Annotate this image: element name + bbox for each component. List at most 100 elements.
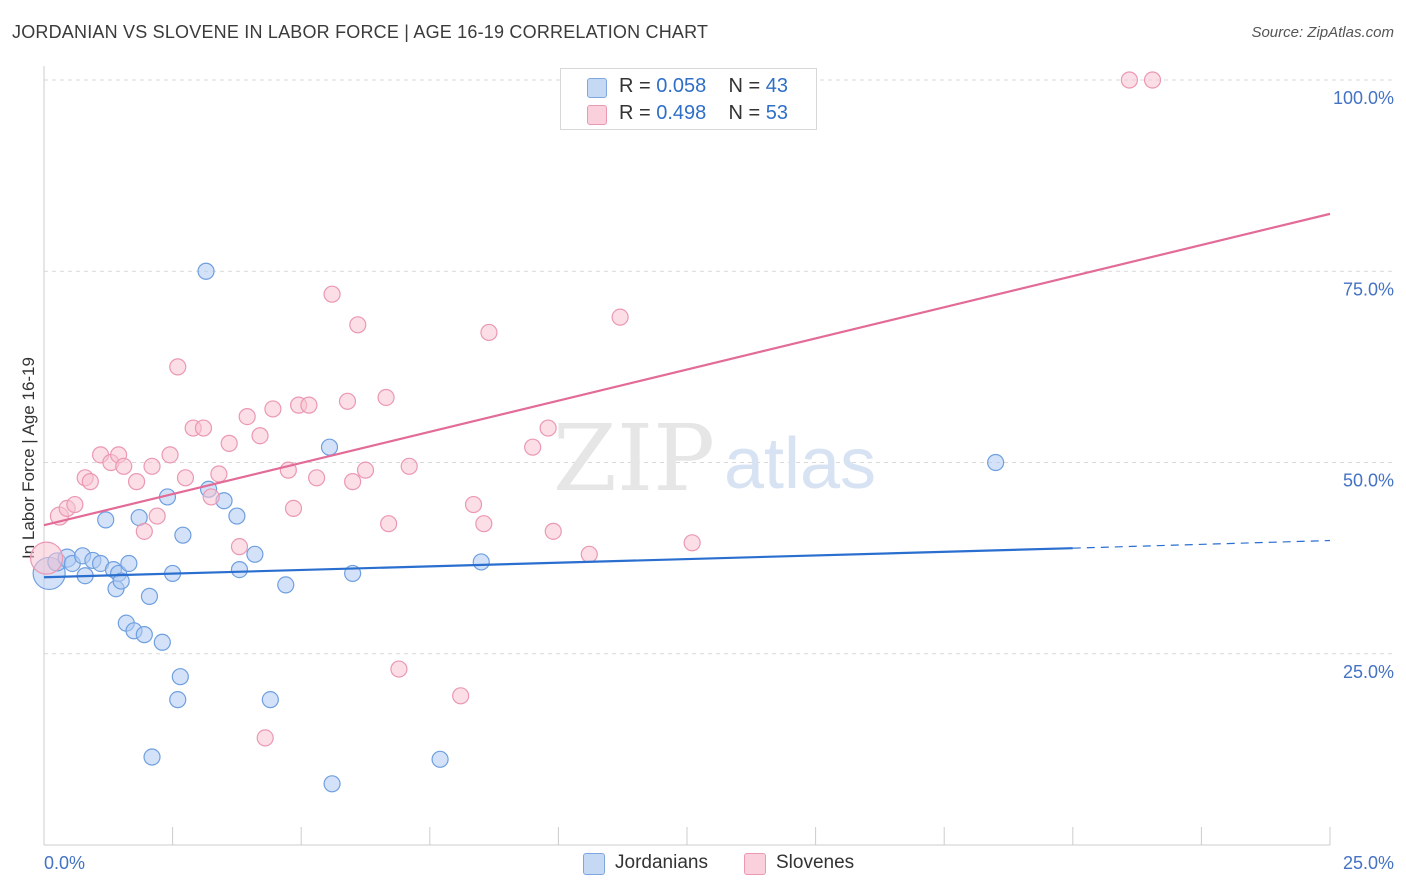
legend-n-label: N = <box>728 102 766 124</box>
slovene-point-20 <box>210 465 228 483</box>
y-tick-label-50: 50.0% <box>1343 471 1394 491</box>
jordanian-point-12 <box>112 572 130 590</box>
jordanian-point-25 <box>174 526 192 544</box>
jordanian-point-20 <box>153 633 171 651</box>
jordanian-point-8 <box>97 511 115 529</box>
slovene-point-5 <box>81 473 99 491</box>
slovene-point-26 <box>264 400 282 418</box>
slovene-point-32 <box>323 285 341 303</box>
source-credit: Source: ZipAtlas.com <box>1251 24 1394 41</box>
slovene-point-9 <box>115 457 133 475</box>
slovene-point-33 <box>338 392 357 410</box>
x-tick-labels: 0.0% 25.0% <box>44 853 1394 873</box>
bottom-legend-swatch-blue <box>583 853 605 875</box>
y-tick-label-25: 25.0% <box>1343 662 1394 682</box>
watermark: ZIP atlas <box>553 405 876 512</box>
legend-r-label: R = <box>619 102 657 124</box>
axes <box>43 66 1331 846</box>
slovene-point-11 <box>135 522 153 540</box>
slovene-point-44 <box>480 323 498 342</box>
slovene-point-36 <box>356 461 375 479</box>
watermark-atlas: atlas <box>724 424 876 504</box>
slovene-point-24 <box>251 427 269 445</box>
legend-swatch-blue <box>587 78 607 98</box>
slovene-point-38 <box>377 388 395 407</box>
jordanian-point-23 <box>169 691 187 709</box>
bottom-legend-swatch-pink <box>744 853 766 875</box>
jordanian-point-14 <box>120 554 138 573</box>
legend-swatch-pink <box>587 105 607 125</box>
slovene-trendline <box>43 212 1331 527</box>
slovene-point-0 <box>29 541 64 575</box>
legend-r-value: 0.058 <box>656 75 707 97</box>
jordanian-point-30 <box>230 560 249 579</box>
slovene-point-49 <box>611 308 629 326</box>
jordanian-point-17 <box>135 626 153 644</box>
x-tick-label-max: 25.0% <box>1343 853 1394 873</box>
slovene-point-21 <box>220 434 238 452</box>
jordanian-point-34 <box>320 438 339 456</box>
slovene-point-15 <box>169 358 187 376</box>
slovene-point-42 <box>464 495 483 514</box>
slovene-point-39 <box>390 660 408 678</box>
legend-n-label: N = <box>728 75 766 97</box>
slovene-point-25 <box>256 729 274 747</box>
slovene-point-10 <box>127 473 146 491</box>
slovene-point-14 <box>161 446 179 464</box>
jordanian-point-33 <box>277 576 295 594</box>
slovene-point-34 <box>344 473 362 491</box>
slovene-point-28 <box>284 499 303 517</box>
bottom-legend-label-blue: Jordanians <box>615 852 708 873</box>
jordanian-point-31 <box>246 545 264 563</box>
slovene-point-37 <box>380 515 398 533</box>
slovene-point-45 <box>524 438 542 456</box>
slovene-point-13 <box>148 507 166 525</box>
slovene-point-48 <box>580 545 598 563</box>
legend-r-label: R = <box>619 75 657 97</box>
legend-r-value: 0.498 <box>656 102 707 124</box>
y-tick-labels: 25.0% 50.0% 75.0% 100.0% <box>1333 88 1394 682</box>
jordanian-point-18 <box>140 587 159 605</box>
jordanian-point-35 <box>323 775 341 793</box>
slovene-point-16 <box>176 469 195 487</box>
slovene-point-43 <box>475 515 493 533</box>
legend-n-value: 43 <box>765 75 789 97</box>
slovene-point-22 <box>230 538 249 556</box>
slovene-point-31 <box>308 469 326 487</box>
slovene-point-3 <box>66 495 84 514</box>
legend-n-value: 53 <box>765 102 789 124</box>
slovene-point-19 <box>202 488 220 506</box>
bottom-legend-label-pink: Slovenes <box>776 852 855 873</box>
slovene-point-50 <box>683 534 701 552</box>
legend-text: R = 0.058 N = 43 <box>619 75 788 98</box>
slovene-point-46 <box>539 419 557 437</box>
jordanian-point-19 <box>143 748 161 766</box>
y-tick-label-75: 75.0% <box>1343 279 1394 299</box>
slovene-point-18 <box>194 419 213 437</box>
jordanian-trendline-extension <box>1072 539 1331 549</box>
slovene-point-23 <box>238 408 256 426</box>
jordanian-point-24 <box>171 668 189 686</box>
slovene-point-51 <box>1120 71 1138 89</box>
watermark-zip: ZIP <box>553 405 715 512</box>
y-tick-label-100: 100.0% <box>1333 88 1394 108</box>
slovene-point-30 <box>300 396 318 414</box>
slovene-point-47 <box>544 522 562 540</box>
jordanian-trendline <box>43 547 1073 579</box>
slovene-point-41 <box>452 687 470 705</box>
jordanian-point-32 <box>261 691 279 709</box>
jordanian-point-39 <box>987 453 1005 472</box>
trendlines <box>43 212 1331 579</box>
chart-title: JORDANIAN VS SLOVENE IN LABOR FORCE | AG… <box>12 22 709 42</box>
slovene-point-52 <box>1143 71 1162 89</box>
y-axis-label: In Labor Force | Age 16-19 <box>19 357 38 559</box>
slovene-point-12 <box>143 457 161 475</box>
jordanian-point-37 <box>431 750 449 768</box>
jordanian-point-26 <box>197 262 215 280</box>
legend-text: R = 0.498 N = 53 <box>619 102 788 125</box>
jordanian-point-38 <box>472 553 490 571</box>
jordanian-point-29 <box>228 507 246 525</box>
slovene-point-35 <box>349 316 367 334</box>
legend: R = 0.058 N = 43 R = 0.498 N = 53 <box>560 68 817 130</box>
